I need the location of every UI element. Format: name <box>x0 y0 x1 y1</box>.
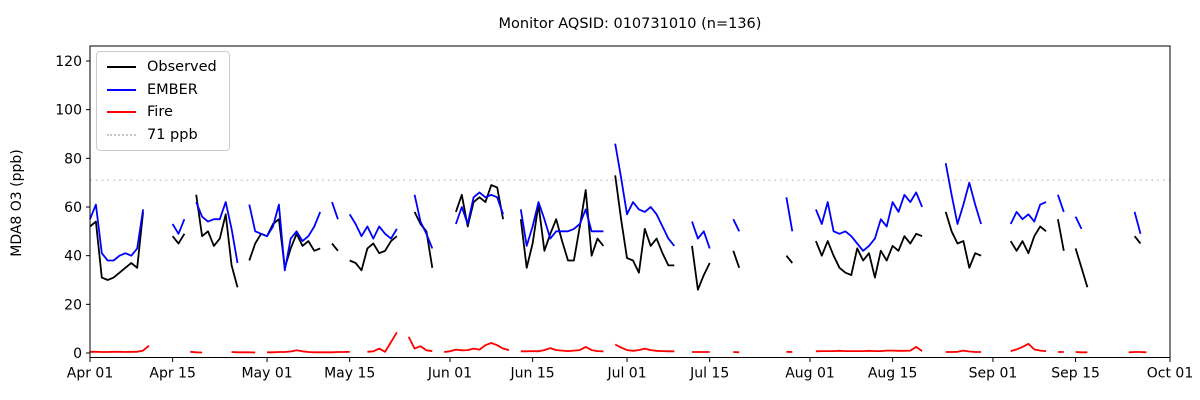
x-tick-label: Jul 15 <box>689 366 729 382</box>
x-tick-label: Aug 15 <box>868 366 918 382</box>
x-tick-label: Apr 15 <box>149 366 195 382</box>
legend-label: Observed <box>147 59 217 75</box>
plot-border <box>89 45 1171 358</box>
x-tick-label: Sep 15 <box>1051 366 1100 382</box>
legend-swatch <box>107 133 136 136</box>
y-tick-label: 20 <box>64 297 82 313</box>
legend-item-observed: Observed <box>107 59 217 75</box>
x-tick-label: Jul 01 <box>606 366 646 382</box>
legend: Observed EMBER Fire 71 ppb <box>96 51 230 151</box>
y-tick-label: 80 <box>64 151 82 167</box>
chart-title: Monitor AQSID: 010731010 (n=136) <box>498 16 762 32</box>
legend-swatch <box>107 111 136 113</box>
x-tick-label: Oct 01 <box>1147 366 1193 382</box>
x-tick-label: Sep 01 <box>969 366 1018 382</box>
x-tick-label: Apr 01 <box>67 366 113 382</box>
legend-item-ember: EMBER <box>107 82 217 98</box>
legend-item-fire: Fire <box>107 104 217 120</box>
x-tick-label: Jun 01 <box>427 366 472 382</box>
y-tick-label: 40 <box>64 249 82 265</box>
legend-item-71-ppb: 71 ppb <box>107 127 217 143</box>
legend-swatch <box>107 66 136 68</box>
observed-line <box>89 175 1142 291</box>
ember-line <box>89 143 1142 272</box>
y-tick-label: 100 <box>55 103 82 119</box>
y-tick-label: 120 <box>55 54 82 70</box>
x-tick-label: Jun 15 <box>510 366 555 382</box>
legend-swatch <box>107 88 136 91</box>
x-tick-label: May 15 <box>324 366 375 382</box>
fire-line <box>90 331 1147 354</box>
x-tick-label: May 01 <box>241 366 292 382</box>
x-tick-label: Aug 01 <box>785 366 835 382</box>
y-tick-label: 60 <box>64 200 82 216</box>
legend-label: Fire <box>147 104 173 120</box>
y-tick-label: 0 <box>73 346 82 362</box>
legend-label: EMBER <box>147 81 198 98</box>
y-axis-label: MDA8 O3 (ppb) <box>9 149 25 257</box>
legend-label: 71 ppb <box>147 126 198 143</box>
